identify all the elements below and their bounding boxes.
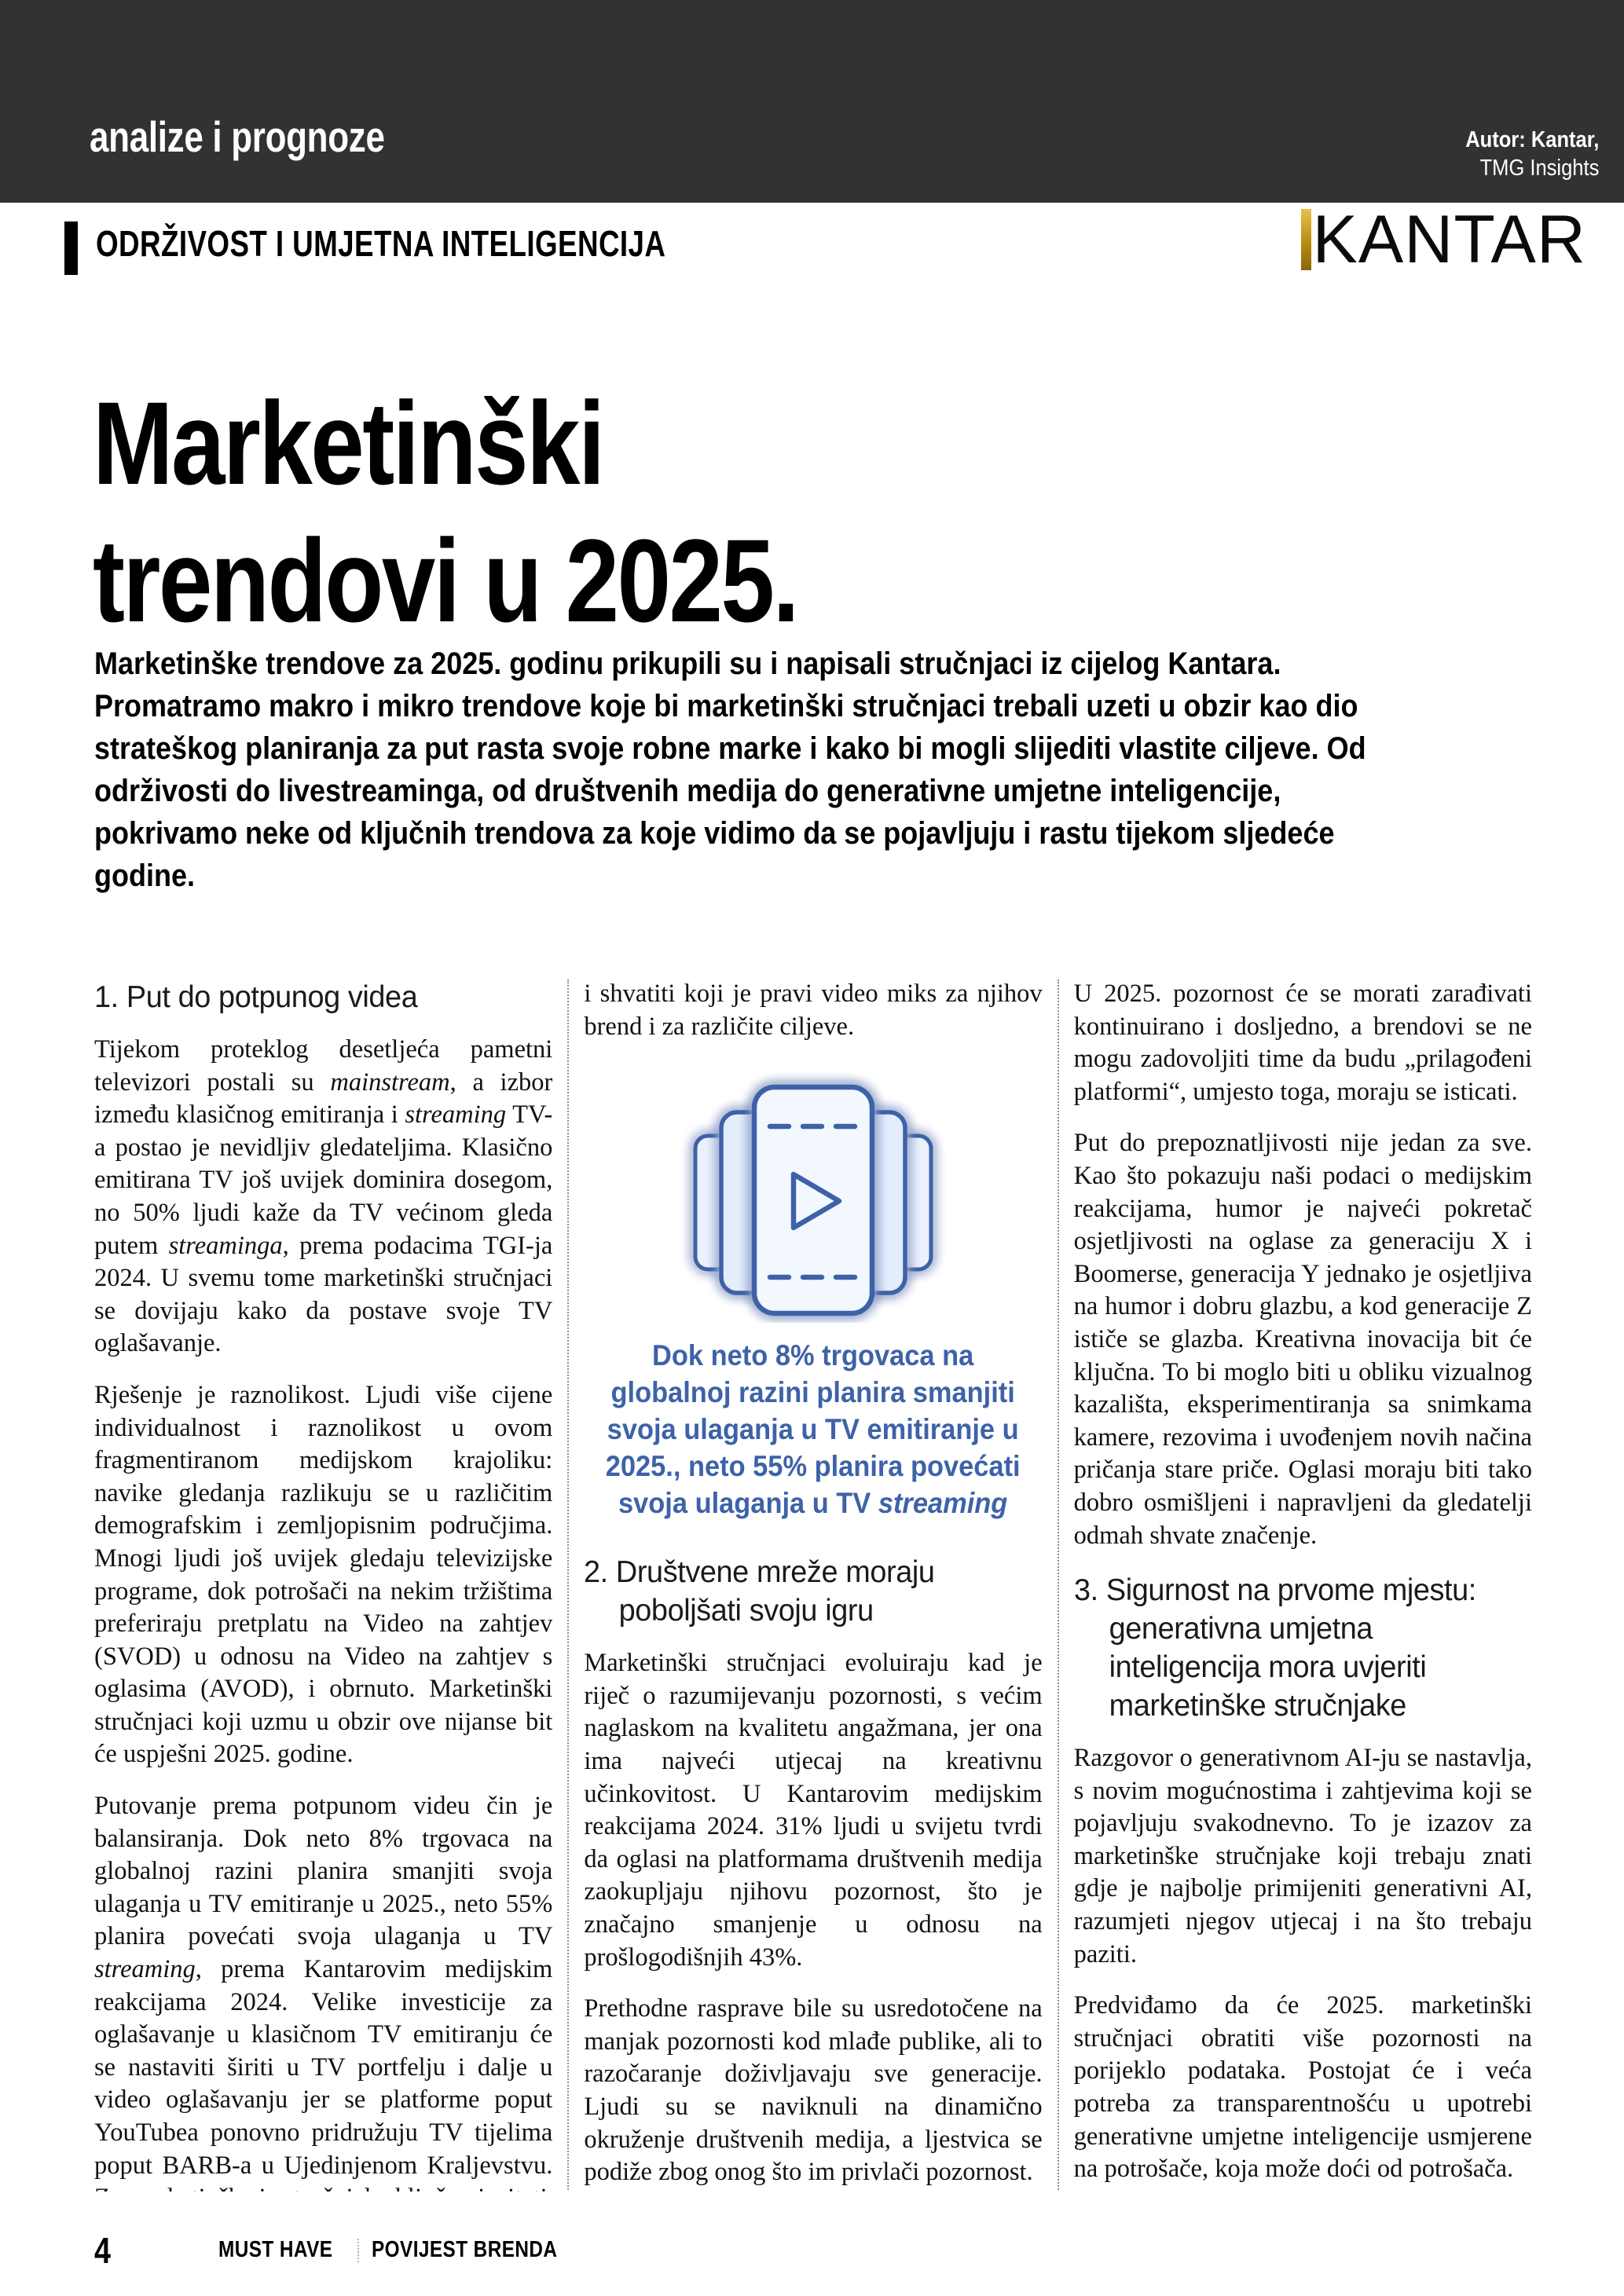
- heading-line: generativna umjetna: [1109, 1612, 1373, 1646]
- pull-quote: Dok neto 8% trgovaca na globalnoj razini…: [600, 1337, 1026, 1522]
- kantar-logo: KANTAR: [1300, 196, 1586, 283]
- article-headline: Marketinški trendovi u 2025.: [93, 375, 1252, 650]
- section-tick-mark: [64, 222, 78, 275]
- page-footer: 4 MUST HAVE POVIJEST BRENDA: [0, 2229, 1624, 2284]
- text-run: , prema Kantarovim medijskim reakcijama …: [94, 1955, 553, 2192]
- footer-item-must-have: MUST HAVE: [218, 2237, 333, 2262]
- paragraph: Put do prepoznatljivosti nije jedan za s…: [1073, 1129, 1532, 1550]
- paragraph: i shvatiti koji je pravi video miks za n…: [584, 980, 1043, 1041]
- page-number: 4: [94, 2230, 111, 2271]
- text-run: , a izbor između klasičnog emitiranja i: [94, 1067, 553, 1130]
- paragraph: Rješenje je raznolikost. Ljudi više cije…: [94, 1380, 553, 1769]
- italic-term: streaminga: [168, 1231, 283, 1260]
- text-run: Dok neto 8% trgovaca na globalnoj razini…: [606, 1339, 1021, 1520]
- heading-line: 2. Društvene mreže moraju: [584, 1555, 935, 1590]
- italic-term: streaming: [878, 1487, 1008, 1520]
- paragraph: U 2025. pozornost će se morati zarađivat…: [1073, 980, 1532, 1106]
- headline-line-2: trendovi u 2025.: [93, 514, 800, 646]
- column-divider: [1043, 978, 1074, 2192]
- heading-line: marketinške stručnjake: [1109, 1689, 1406, 1723]
- column-1: 1. Put do potpunog videa Tijekom protekl…: [94, 978, 552, 2192]
- headline-line-1: Marketinški: [93, 376, 605, 509]
- paragraph: Prethodne rasprave bile su usredotočene …: [584, 1994, 1043, 2187]
- author-name: Autor: Kantar,: [1465, 127, 1599, 152]
- kantar-logo-wordmark: KANTAR: [1312, 202, 1586, 277]
- text-run: , prema podacima TGI-ja 2024. U svemu to…: [94, 1231, 553, 1358]
- author-credit: Autor: Kantar, TMG Insights: [1465, 126, 1599, 182]
- section-label: ODRŽIVOST I UMJETNA INTELIGENCIJA: [96, 223, 666, 264]
- heading-line: inteligencija mora uvjeriti: [1109, 1650, 1427, 1685]
- paragraph: Tijekom proteklog desetljeća pametni tel…: [94, 1034, 552, 1360]
- italic-term: streaming: [94, 1955, 196, 1984]
- section-heading-2: 2. Društvene mreže moraju poboljšati svo…: [584, 1553, 1028, 1630]
- paragraph: Putovanje prema potpunom videu čin je ba…: [94, 1790, 552, 2192]
- article-columns: 1. Put do potpunog videa Tijekom protekl…: [94, 978, 1532, 2192]
- article-lead: Marketinške trendove za 2025. godinu pri…: [94, 646, 1366, 893]
- section-heading-1: 1. Put do potpunog videa: [94, 980, 418, 1014]
- paragraph: Predviđamo da će 2025. marketinški struč…: [1073, 1991, 1532, 2184]
- text-run: Tijekom proteklog desetljeća pametni tel…: [94, 1035, 553, 1097]
- section-heading-3: 3. Sigurnost na prvome mjestu: generativ…: [1074, 1571, 1519, 1725]
- section-label-row: ODRŽIVOST I UMJETNA INTELIGENCIJA KANTAR: [0, 206, 1624, 291]
- header-kicker: analize i prognoze: [90, 112, 385, 161]
- video-player-illustration: [584, 1064, 1042, 1323]
- heading-line: poboljšati svoju igru: [618, 1594, 874, 1628]
- author-source: TMG Insights: [1479, 156, 1599, 181]
- text-run: TV-a postao je nevidljiv gledateljima. K…: [94, 1100, 553, 1260]
- heading-line: 3. Sigurnost na prvome mjestu:: [1073, 1573, 1476, 1608]
- footer-separator: [357, 2238, 361, 2262]
- text-run: Putovanje prema potpunom videu čin je ba…: [94, 1792, 553, 1951]
- page-header-bar: analize i prognoze Autor: Kantar, TMG In…: [0, 0, 1624, 203]
- paragraph: Razgovor o generativnom AI-ju se nastavl…: [1073, 1744, 1532, 1968]
- footer-item-povijest-brenda: POVIJEST BRENDA: [372, 2237, 558, 2262]
- column-3: U 2025. pozornost će se morati zarađivat…: [1074, 978, 1532, 2192]
- column-2: i shvatiti koji je pravi video miks za n…: [584, 978, 1042, 2192]
- footer-nav: MUST HAVE POVIJEST BRENDA: [218, 2237, 593, 2263]
- italic-term: mainstream: [330, 1067, 450, 1097]
- italic-term: streaming: [405, 1100, 507, 1130]
- column-divider: [552, 978, 584, 2192]
- paragraph: Marketinški stručnjaci evoluiraju kad je…: [584, 1649, 1043, 1972]
- kantar-logo-accent-bar: [1300, 209, 1311, 270]
